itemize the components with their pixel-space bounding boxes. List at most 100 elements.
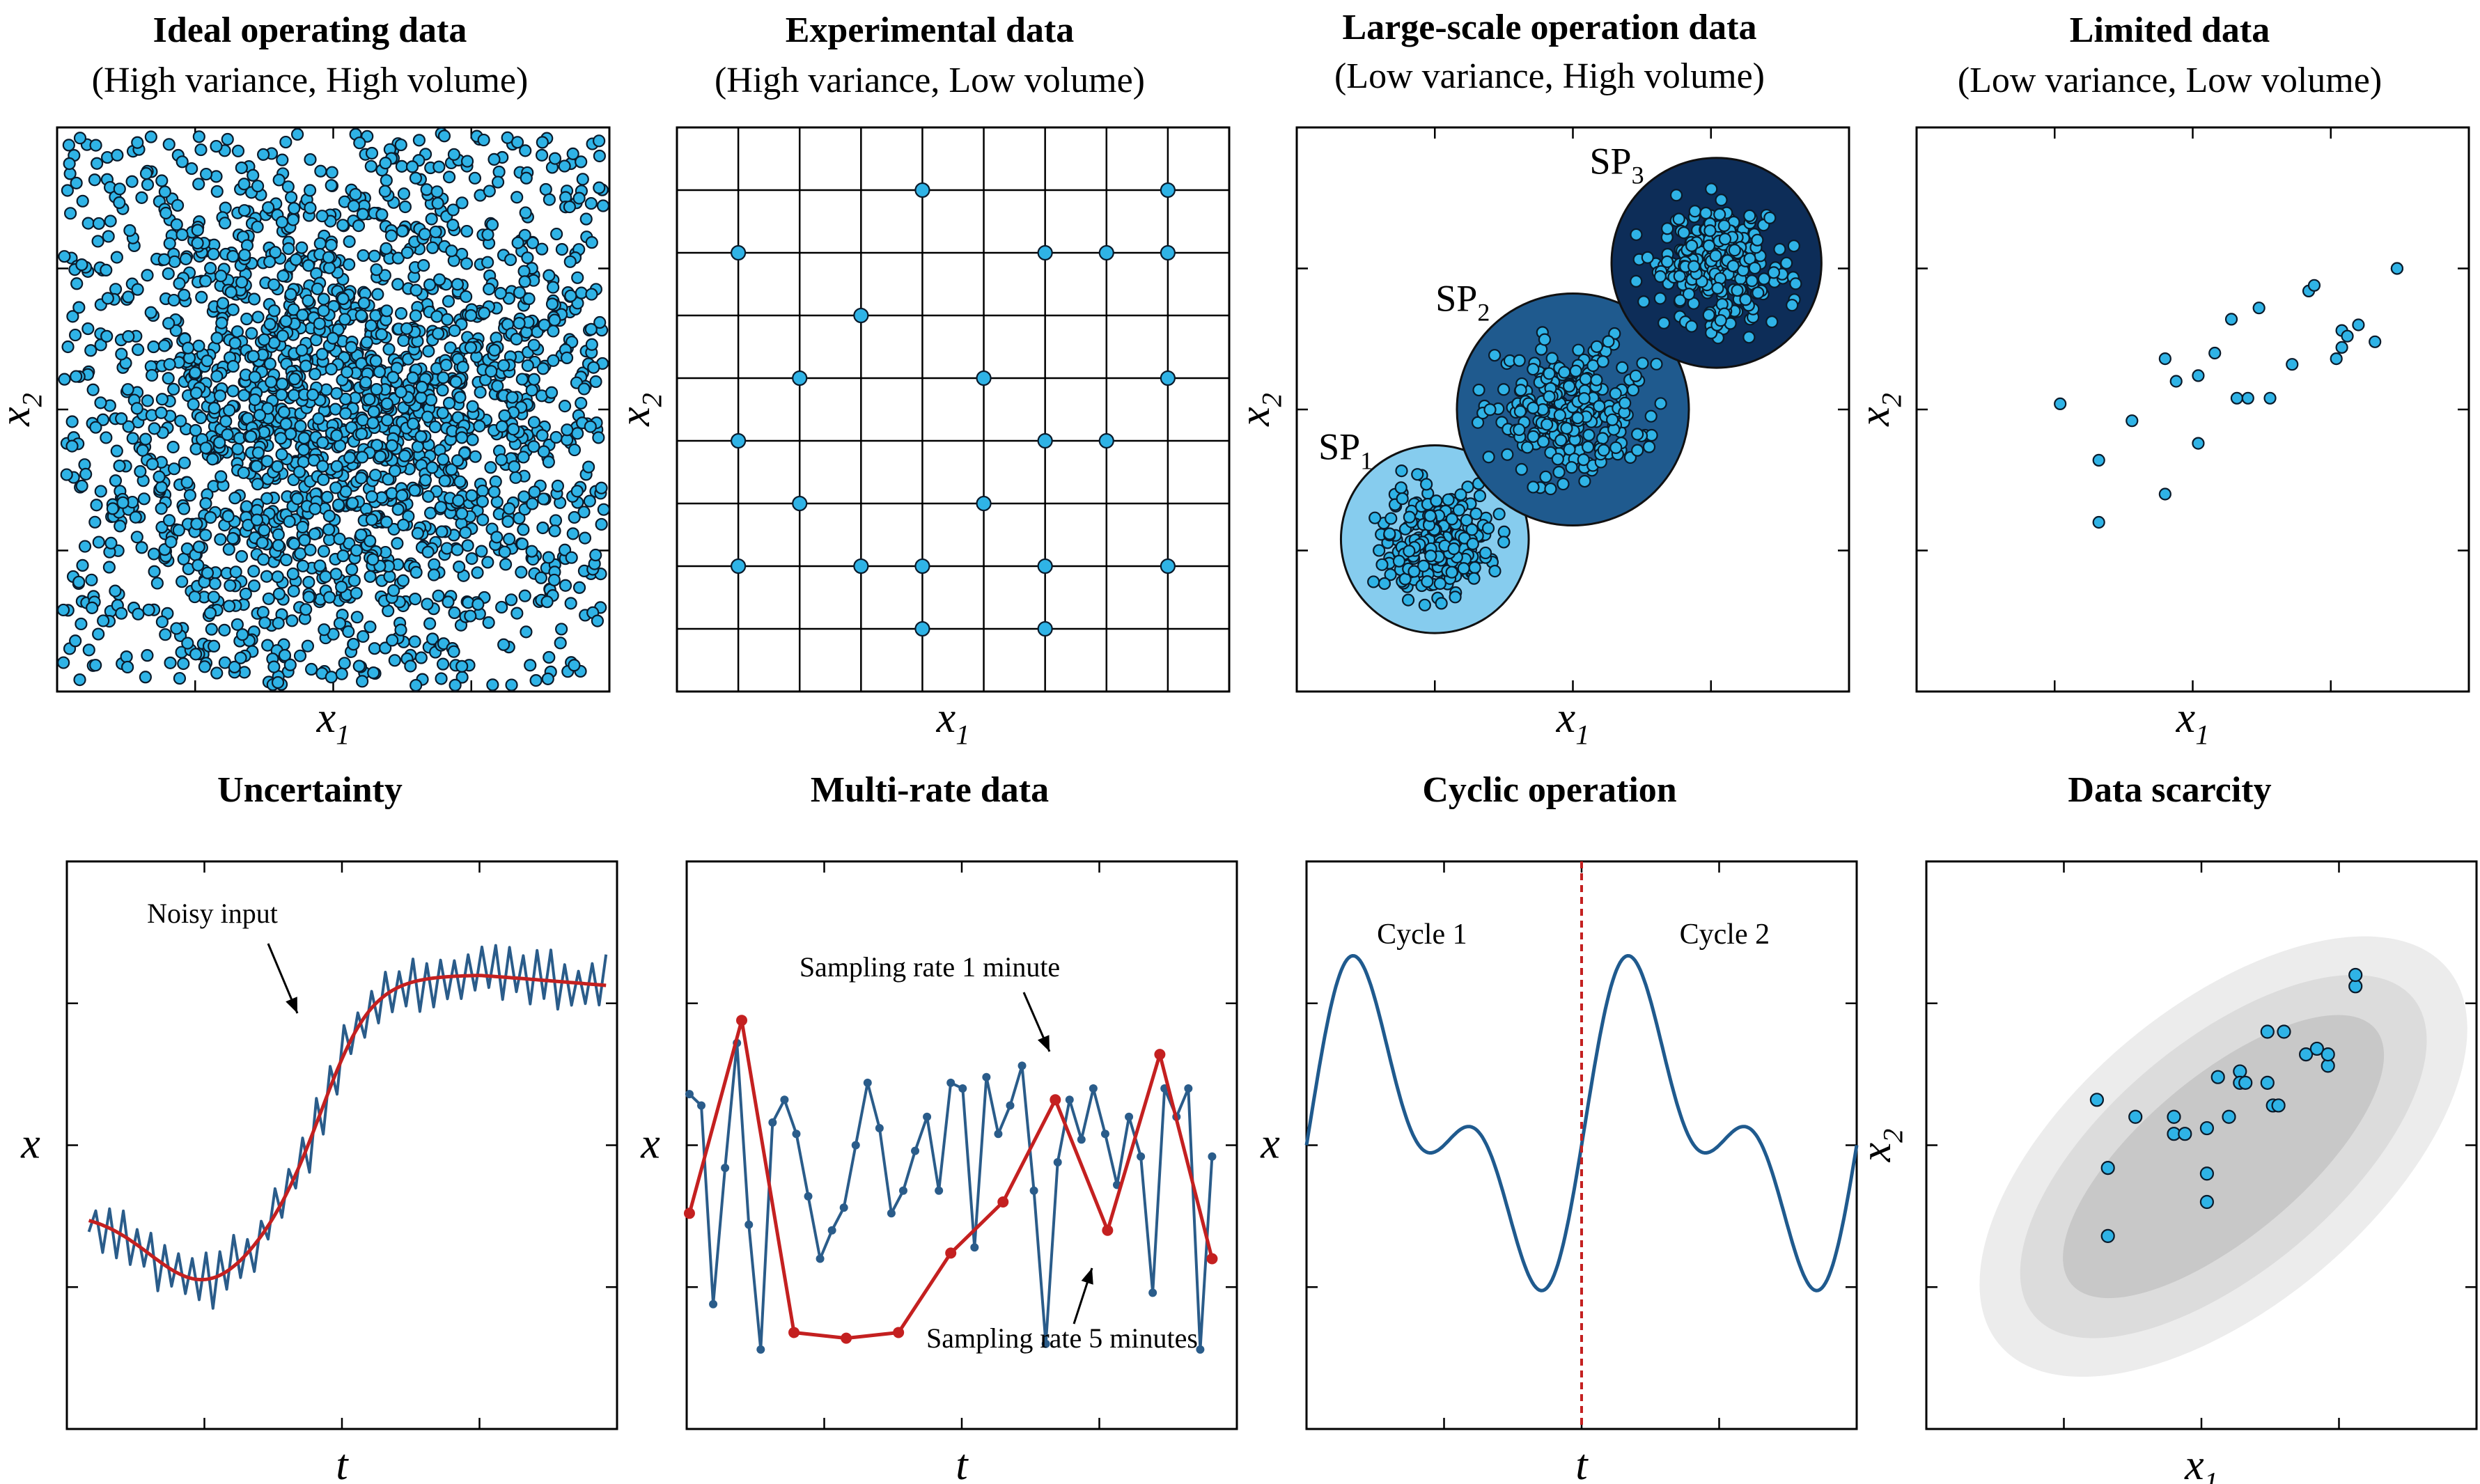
data-point (2169, 375, 2183, 388)
data-point (548, 152, 562, 165)
data-point (593, 134, 606, 148)
data-point (104, 214, 117, 228)
data-point (583, 494, 596, 508)
data-point (1702, 308, 1715, 322)
data-point (2126, 414, 2139, 428)
data-point (279, 315, 293, 328)
data-point (545, 297, 559, 311)
data-point (296, 308, 309, 322)
panel-limited: Limited data (Low variance, Low volume) … (1851, 0, 2480, 750)
data-point (162, 317, 176, 330)
data-point (579, 212, 593, 226)
data-point (191, 224, 204, 237)
data-point (593, 181, 606, 194)
series-1min-line (688, 1041, 1214, 1351)
data-point (86, 601, 99, 614)
data-point (129, 510, 142, 524)
data-point (369, 354, 382, 368)
data-point (1687, 260, 1701, 273)
data-point (257, 553, 270, 566)
data-point (559, 579, 572, 592)
data-point (75, 479, 88, 492)
data-point (1609, 441, 1623, 454)
data-point (400, 246, 414, 259)
data-point (563, 255, 577, 268)
data-point (317, 473, 330, 486)
data-point (309, 502, 322, 515)
series-1min-point (685, 1090, 694, 1099)
data-point (262, 201, 275, 214)
data-point (91, 157, 104, 170)
data-point (432, 273, 446, 286)
data-point (1590, 373, 1603, 386)
data-point (336, 219, 350, 232)
data-point (278, 648, 292, 662)
series-1min-point (697, 1101, 706, 1110)
data-point (287, 584, 300, 597)
data-point (536, 521, 549, 535)
data-point (114, 520, 127, 533)
data-point (75, 617, 88, 631)
data-point (364, 620, 377, 634)
data-point (1728, 244, 1741, 257)
x-axis-label: t (1575, 1442, 1589, 1484)
data-point (284, 288, 297, 301)
data-point (339, 392, 352, 406)
data-point (317, 545, 330, 558)
data-point (364, 534, 377, 547)
data-point (505, 593, 518, 607)
annotation-arrow-1min-head (1037, 1035, 1050, 1052)
data-point (2352, 318, 2365, 331)
data-point (177, 657, 190, 671)
data-point (1757, 272, 1771, 286)
data-point (170, 218, 183, 231)
data-point (363, 393, 376, 406)
series-1min-point (744, 1220, 754, 1229)
data-point (547, 354, 560, 367)
data-point (447, 645, 460, 658)
data-point (315, 210, 329, 223)
data-point (170, 622, 183, 635)
data-point (89, 421, 102, 434)
data-point (375, 328, 388, 341)
data-point (251, 446, 265, 460)
data-point (260, 492, 274, 505)
data-point (286, 614, 299, 627)
data-point (276, 270, 290, 283)
series-cyclic-line (1304, 954, 1859, 1292)
data-point (192, 559, 205, 572)
data-point (253, 409, 267, 422)
data-point (1445, 513, 1458, 526)
uncertainty-region (1979, 936, 2467, 1377)
data-point (121, 383, 134, 396)
data-point (458, 446, 471, 460)
data-point (178, 456, 192, 469)
data-point (201, 566, 215, 579)
data-point (543, 269, 556, 282)
series-1min-point (958, 1084, 967, 1093)
data-point (199, 497, 212, 510)
data-point (109, 584, 122, 597)
data-point (222, 542, 235, 556)
data-point (1457, 562, 1470, 575)
data-point (473, 419, 486, 432)
x-axis-label: x1 (316, 694, 350, 750)
data-point (519, 206, 532, 219)
series-1min-point (768, 1118, 777, 1127)
data-point (2286, 358, 2299, 371)
series-1min-point (804, 1192, 813, 1201)
data-point (1565, 461, 1578, 474)
data-point (436, 384, 449, 397)
data-point (1466, 537, 1479, 551)
data-point (69, 634, 82, 648)
data-point (206, 453, 219, 466)
data-point (210, 185, 224, 198)
data-point (558, 400, 572, 413)
data-point (126, 432, 139, 445)
data-point (1705, 182, 1718, 196)
data-point (272, 173, 286, 187)
data-point (279, 135, 293, 149)
data-point (166, 440, 180, 454)
data-point (65, 415, 79, 428)
data-point (58, 250, 71, 263)
